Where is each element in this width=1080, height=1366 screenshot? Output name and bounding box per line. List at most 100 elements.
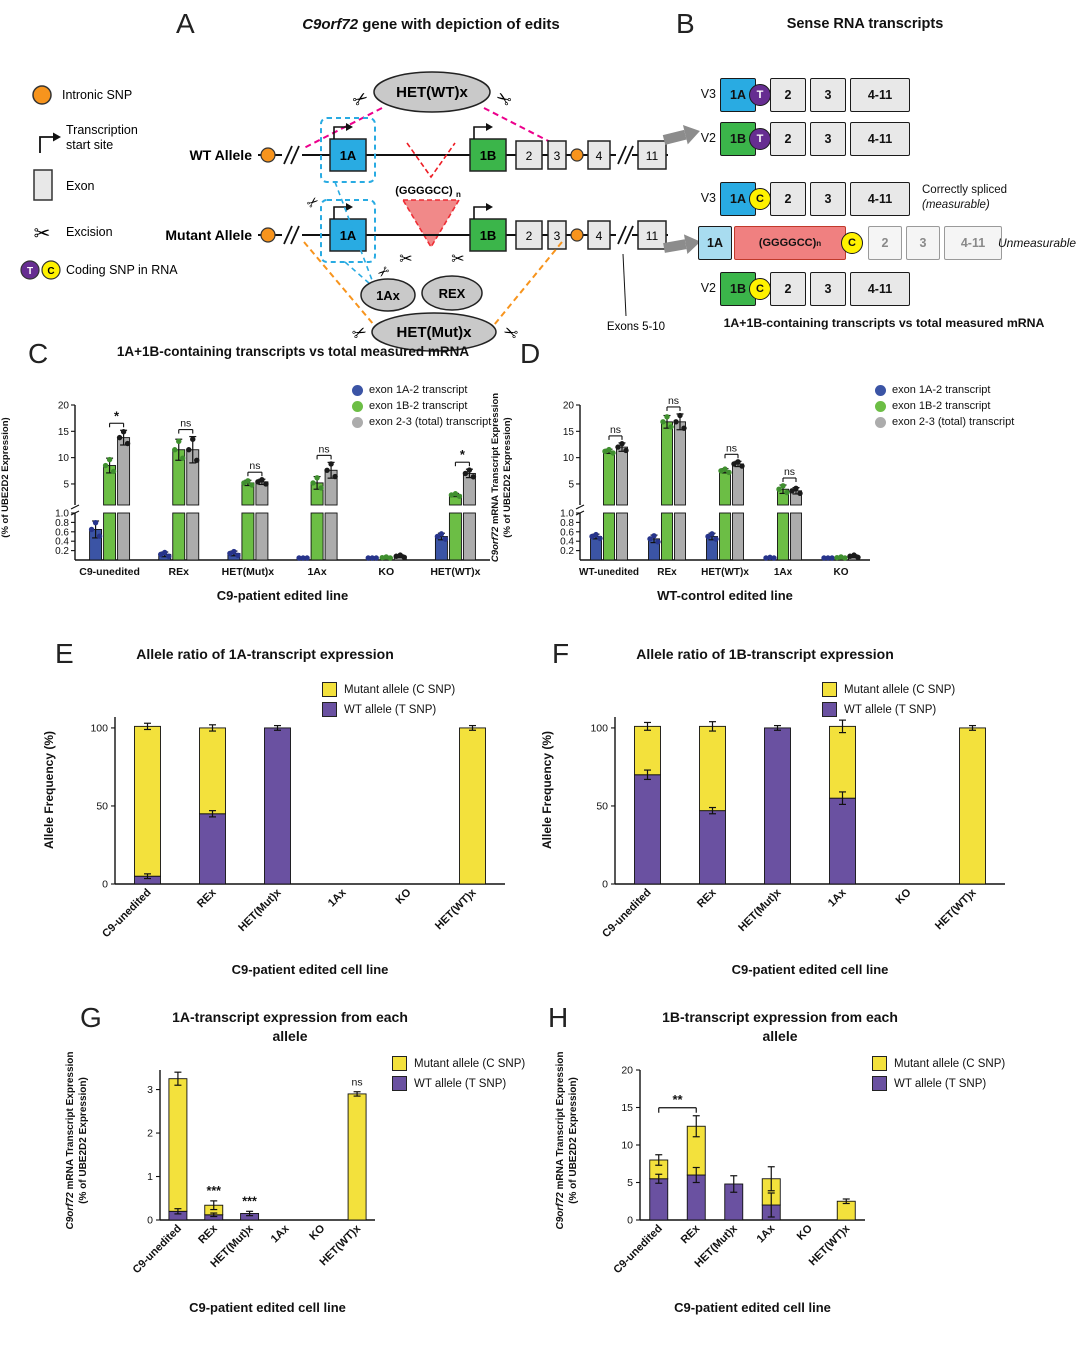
tick-label: 10 [58,453,70,464]
line-break-slash [617,145,627,165]
repeat-label-sub: n [456,190,461,199]
data-point [709,531,715,537]
exon-4-label: 4 [596,229,603,243]
data-point [821,555,827,561]
rex-label: REX [439,286,466,301]
repeat-triangle [401,199,461,249]
mutant-allele-label: Mutant Allele [165,227,252,243]
repeat-expansion-box: (GGGGCC) n [734,226,846,260]
exon-1b-label: 1B [480,228,497,243]
coding-snp-circle: T [749,128,771,150]
data-point [851,552,857,558]
exon-4-11-box: 4-11 [850,182,910,216]
tick-label: 20 [621,1065,633,1077]
data-point [793,485,799,491]
exon-2-label: 2 [526,149,533,163]
panel-h-label: H [548,1002,569,1033]
data-point [681,425,687,431]
category-label: 1Ax [826,886,849,909]
panel-c-title: 1A+1B-containing transcripts vs total me… [116,344,470,359]
data-point [623,447,629,454]
significance-label: ns [784,466,795,478]
tick-label: 0.2 [560,546,574,557]
category-label: KO [893,886,913,906]
bar [661,512,673,561]
data-point [102,462,109,469]
bar [168,1078,188,1212]
exon-4-box [587,220,611,250]
scissors-icon: ✂ [492,87,516,112]
significance-label: ns [610,424,621,436]
y-title-line2: (% of UBE2D2 Expression) [568,1077,579,1204]
legend-item: exon 1A-2 transcript [875,384,1014,396]
legend-label: WT allele (T SNP) [894,1077,987,1090]
legend-label: Mutant allele (C SNP) [414,1057,526,1070]
repeat-label: (GGGGCC) [395,185,453,197]
panel-h-title: 1B-transcript expression from each allel… [662,1009,898,1044]
exon-2-box: 2 [868,226,902,260]
data-point [651,533,657,539]
significance-label: * [460,447,466,462]
category-label: HET(WT)x [430,566,480,578]
category-label: REx [695,886,719,910]
arrow-head [682,124,700,145]
tick-label: 10 [621,1140,633,1152]
legend-label: exon 1B-2 transcript [892,400,991,412]
exon-4-11-box: 4-11 [850,272,910,306]
data-point [610,450,616,456]
panel-g-y-axis-title: C9orf72 mRNA Transcript Expression (% of… [64,1033,94,1248]
legend-swatch-icon [822,702,837,717]
data-point [726,469,732,476]
category-label: HET(WT)x [933,886,979,932]
legend-label: exon 1A-2 transcript [892,384,991,396]
category-label: REx [679,1222,703,1246]
data-point [158,551,164,558]
panel-a-title-rest: gene with depiction of edits [358,16,560,33]
legend-swatch-icon [822,682,837,697]
legend-dot-icon [875,416,886,428]
tss-icon-arrowhead [53,132,61,142]
data-point [452,491,459,497]
bar [732,512,744,561]
category-label: 1Ax [326,886,349,909]
category-label: C9-unedited [79,566,140,578]
data-point [369,555,375,561]
het-mut-cut-line-left [303,241,375,326]
line-break-slash [290,145,300,165]
data-point [829,555,835,561]
significance-label: ns [319,443,330,455]
data-point [124,440,131,447]
exon-4-11-box: 4-11 [850,122,910,156]
panel-c-y-axis-title: C9orf72 mRNA Transcript Expression (% of… [0,370,18,585]
t-snp-icon [20,260,40,280]
exon-3-box [547,140,567,170]
tss-icon [473,126,486,139]
bar [634,774,661,885]
legend-item: WT allele (T SNP) [872,1076,1005,1091]
data-point [300,555,306,561]
data-point [106,456,113,463]
data-point [249,482,255,488]
x-axis-title: C9-patient edited line [217,588,348,603]
tick-label: 1.0 [560,509,574,520]
bar [764,727,791,885]
het-wt-cut-line-left [303,107,383,149]
exon-2-box [515,140,543,170]
panel-g-legend: Mutant allele (C SNP) WT allele (T SNP) [392,1056,525,1096]
bar [448,512,462,561]
scissors-icon: ✂ [500,321,521,344]
bar [699,810,726,885]
panel-f-chart: 0 50 100 C9-unedited REx HET(Mut)x 1Ax KO HET(WT… [590,717,1005,977]
exon-4-box [587,140,611,170]
tss-icon [333,126,346,139]
panel-f-title: Allele ratio of 1B-transcript expression [636,646,894,662]
legend-item: Mutant allele (C SNP) [392,1056,525,1071]
scissors-icon: ✂ [349,321,370,344]
axis-break [70,504,80,510]
tick-label: 50 [96,800,108,812]
het-mut-ellipse [371,312,497,352]
category-label: HET(WT)x [433,886,479,932]
line-break-slash [624,145,634,165]
